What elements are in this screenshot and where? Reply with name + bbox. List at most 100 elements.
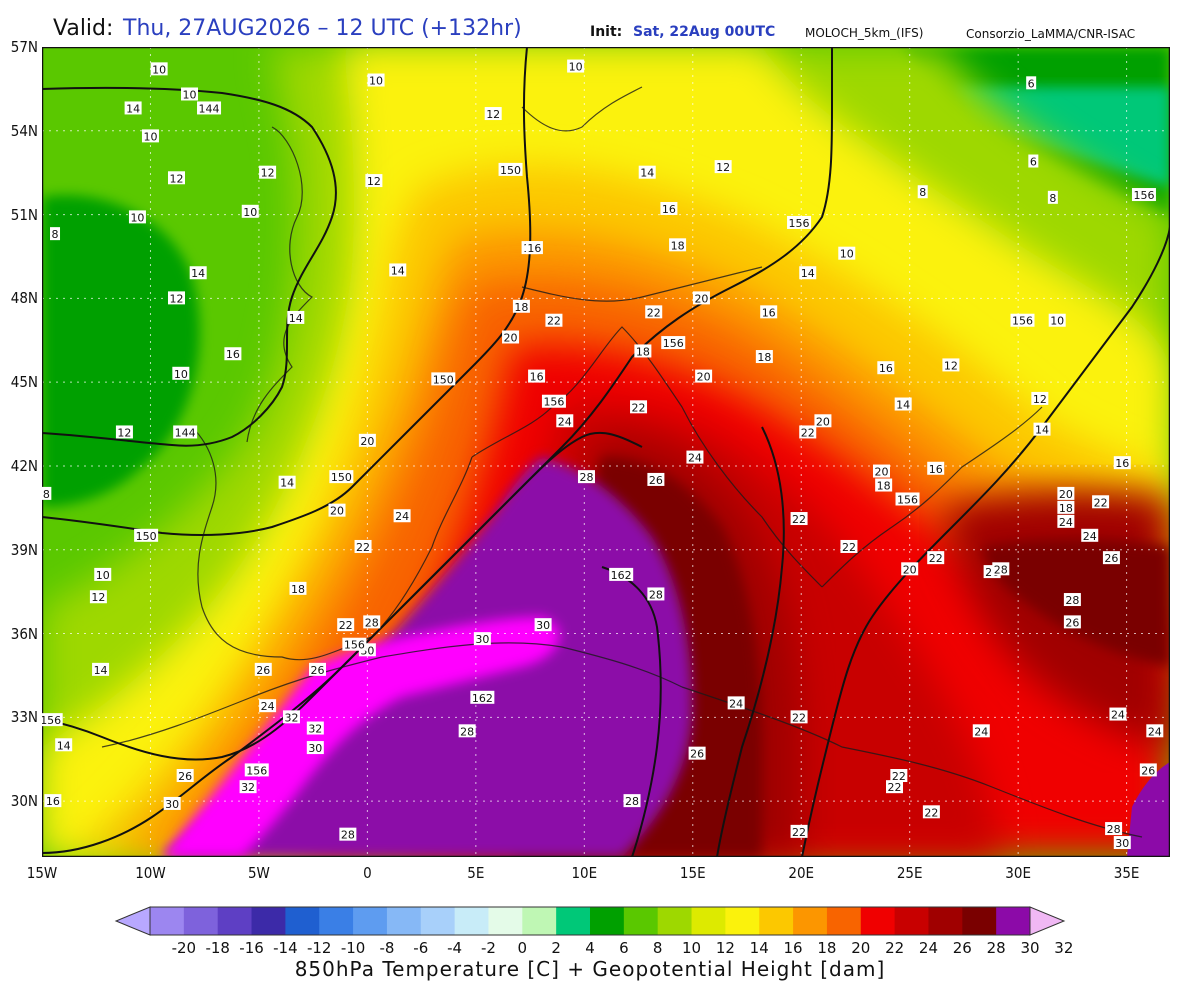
temperature-contour-label-box — [1028, 154, 1039, 168]
temperature-contour-label-box — [358, 433, 376, 447]
colorbar-swatch — [420, 907, 456, 935]
temperature-contour-label-box — [328, 503, 346, 517]
colorbar-tick-label: 20 — [851, 939, 871, 957]
temperature-contour-label-box — [44, 794, 62, 808]
temperature-contour-label-box — [894, 397, 912, 411]
temperature-contour-label: 24 — [1083, 530, 1097, 543]
colorbar-max-arrow — [1029, 906, 1066, 936]
temperature-contour-label: 22 — [892, 770, 906, 783]
temperature-contour-label: 12 — [91, 591, 105, 604]
colorbar-tick-label: -6 — [413, 939, 429, 957]
temperature-contour-label: 18 — [1059, 502, 1073, 515]
temperature-contour-label-box — [872, 464, 890, 478]
lat-label: 30N — [10, 792, 38, 811]
temperature-contour-label-box — [647, 587, 665, 601]
model-name: MOLOCH_5km_(IFS) — [805, 26, 924, 40]
temperature-contour-label-box — [760, 305, 778, 319]
temperature-contour-label: 10 — [1050, 315, 1064, 328]
temperature-contour-label: 20 — [330, 505, 344, 518]
colorbar-tick-label: -12 — [306, 939, 332, 957]
geopotential-contour-label: 156 — [663, 337, 684, 350]
temperature-contour-label-box — [1031, 391, 1049, 405]
temperature-contour-label: 14 — [801, 267, 815, 280]
temperature-contour-label-box — [167, 171, 185, 185]
temperature-contour-label: 12 — [169, 172, 183, 185]
colorbar-swatch — [353, 907, 388, 935]
colorbar-swatch — [860, 907, 896, 935]
colorbar-swatch — [386, 907, 422, 935]
temperature-contour-label-box — [458, 724, 476, 738]
temperature-contour-label: 22 — [792, 826, 806, 839]
temperature-contour-label-box — [484, 107, 502, 121]
geopotential-contour-label-box — [895, 492, 920, 506]
temperature-contour-label: 6 — [1030, 156, 1037, 169]
temperature-contour-label-box — [50, 227, 61, 241]
temperature-contour-label: 28 — [625, 795, 639, 808]
colorbar-tick-label: 16 — [783, 939, 803, 957]
temperature-contour-label-box — [1063, 593, 1081, 607]
temperature-contour-label: 10 — [183, 88, 197, 101]
temperature-contour-label-box — [645, 305, 663, 319]
colorbar-tick-label: 28 — [986, 939, 1006, 957]
temperature-contour-label: 22 — [792, 711, 806, 724]
temperature-contour-label-box — [814, 414, 832, 428]
temperature-contour-label-box — [224, 347, 242, 361]
lon-label: 25E — [896, 864, 923, 882]
temperature-contour-label: 10 — [569, 61, 583, 74]
temperature-contour-label: 14 — [289, 312, 303, 325]
temperature-contour-label: 22 — [924, 806, 938, 819]
temperature-contour-label-box — [886, 780, 904, 794]
colorbar-swatch — [894, 907, 929, 935]
temperature-contour-label: 22 — [888, 781, 902, 794]
colorbar-tick-label: -20 — [171, 939, 197, 957]
geopotential-contour-label: 150 — [331, 471, 352, 484]
colorbar-swatch — [319, 907, 354, 935]
temperature-contour-label: 20 — [816, 415, 830, 428]
temperature-contour-label: 24 — [1111, 709, 1125, 722]
temperature-contour-label-box — [1109, 707, 1127, 721]
temperature-contour-label-box — [306, 741, 324, 755]
lat-label: 51N — [10, 205, 38, 224]
temperature-contour-label: 28 — [994, 563, 1008, 576]
temperature-contour-label: 18 — [514, 301, 528, 314]
temperature-contour-label: 14 — [126, 102, 140, 115]
geopotential-contour-label: 150 — [136, 530, 157, 543]
temperature-contour-label: 8 — [1049, 192, 1056, 205]
colorbar-tick-label: -18 — [205, 939, 230, 957]
temperature-contour-label-box — [1033, 422, 1051, 436]
temperature-contour-label-box — [287, 310, 305, 324]
temperature-contour-label: 18 — [636, 345, 650, 358]
colorbar-swatch — [793, 907, 828, 935]
temperature-contour-label-box — [1113, 836, 1131, 850]
temperature-contour-label: 14 — [280, 477, 294, 490]
colorbar-tick-label: 14 — [749, 939, 769, 957]
temperature-contour-label-box — [259, 165, 277, 179]
temperature-contour-label: 32 — [308, 723, 322, 736]
lon-label: 15W — [26, 864, 58, 882]
temperature-contour-label: 22 — [801, 426, 815, 439]
geopotential-contour-label-box — [1010, 313, 1035, 327]
lon-label: 5E — [467, 864, 485, 882]
temperature-contour-label-box — [239, 780, 257, 794]
geopotential-contour-label-box — [42, 713, 63, 727]
geopotential-contour-label-box — [197, 101, 222, 115]
geopotential-contour-label-box — [787, 215, 812, 229]
geopotential-contour-label-box — [173, 425, 198, 439]
lat-label: 48N — [10, 289, 38, 308]
temperature-contour-label: 8 — [919, 186, 926, 199]
temperature-contour-label: 14 — [57, 739, 71, 752]
temperature-contour-label: 8 — [52, 228, 59, 241]
temperature-contour-label-box — [308, 662, 326, 676]
temperature-contour-label: 16 — [226, 348, 240, 361]
temperature-contour-label: 26 — [1104, 552, 1118, 565]
colorbar-tick-label: 30 — [1020, 939, 1040, 957]
temperature-contour-label-box — [1113, 456, 1131, 470]
geopotential-contour-label: 150 — [433, 373, 454, 386]
temperature-contour-label-box — [393, 509, 411, 523]
temperature-contour-label: 16 — [662, 203, 676, 216]
colorbar-swatch — [691, 907, 726, 935]
temperature-contour-label: 30 — [165, 798, 179, 811]
temperature-contour-label-box — [1092, 495, 1110, 509]
colorbar-tick-label: 6 — [619, 939, 629, 957]
temperature-contour-label: 26 — [1141, 764, 1155, 777]
